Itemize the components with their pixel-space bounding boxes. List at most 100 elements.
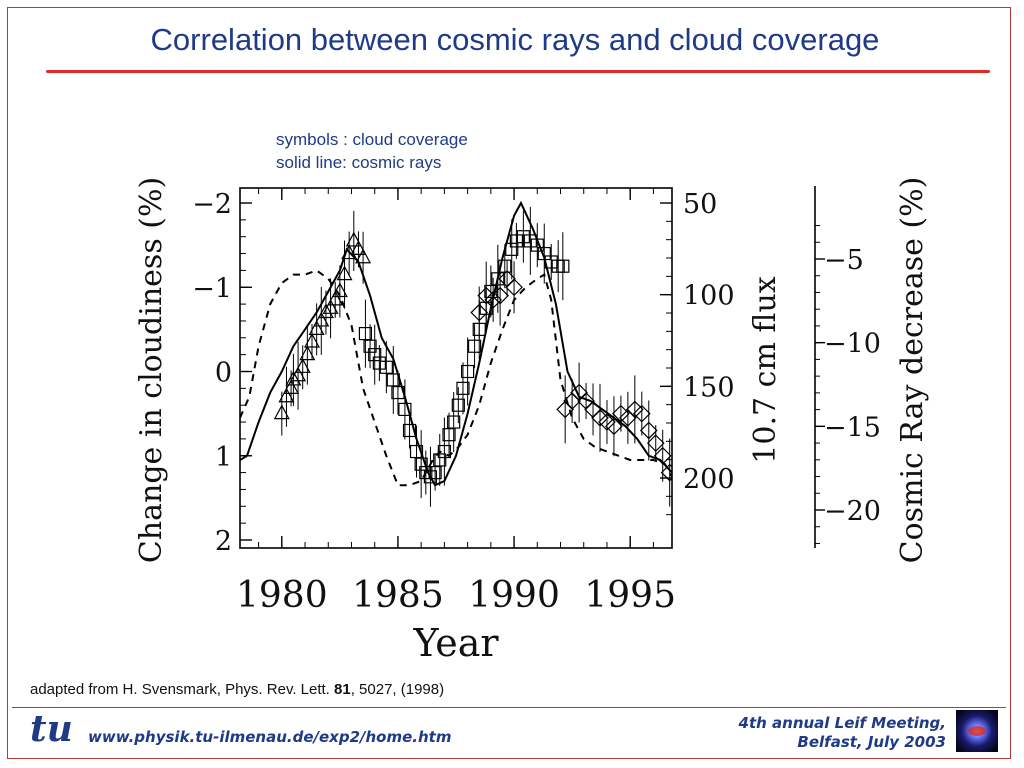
cloud-point-square: [372, 356, 386, 370]
cloud-point-triangle: [322, 299, 339, 314]
left-tick-label: 1: [215, 442, 232, 473]
cr-axis-label: Cosmic Ray decrease (%): [895, 177, 930, 564]
cloud-point-square: [498, 259, 512, 273]
x-tick-label: 1990: [468, 575, 560, 616]
left-tick-label: −2: [192, 189, 232, 220]
cloud-point-square: [516, 230, 530, 244]
cloud-point-diamond: [470, 303, 489, 322]
left-tick-label: −1: [192, 273, 232, 304]
cloud-point-square: [491, 272, 505, 286]
title-underline: [46, 70, 990, 73]
logo-text: tu: [30, 709, 73, 749]
cloud-point-square: [461, 364, 475, 379]
cloud-point-square: [509, 234, 523, 248]
cloud-point-square: [398, 402, 412, 417]
slide-frame: [7, 7, 1011, 759]
cloud-point-diamond: [646, 434, 665, 452]
cloud-point-triangle: [308, 320, 325, 335]
cr-tick-label: −5: [824, 245, 864, 276]
cloud-point-diamond: [632, 404, 651, 423]
legend-symbols: symbols : cloud coverage: [276, 130, 468, 149]
cloud-point-square: [433, 453, 447, 467]
cloud-point-square: [409, 444, 424, 459]
cloud-point-square: [419, 466, 433, 480]
x-tick-label: 1995: [584, 575, 676, 616]
cloud-point-square: [414, 457, 428, 471]
cloud-point-square: [428, 466, 442, 480]
cr-tick-label: −15: [824, 412, 881, 443]
flux-tick-label: 200: [683, 464, 735, 495]
x-tick-label: 1985: [352, 575, 444, 616]
data-marks: [240, 200, 672, 507]
left-tick-label: 0: [215, 358, 232, 389]
cloud-point-diamond: [505, 278, 523, 297]
cr-tick-label: −20: [824, 496, 881, 527]
x-axis-label: Year: [412, 621, 499, 665]
citation-text: adapted from H. Svensmark, Phys. Rev. Le…: [30, 681, 335, 698]
cloud-cosmic-chart: 2 1 0 −1 −2 1980 1985 1990 1995 Year Change in clo…: [134, 177, 930, 665]
cloud-point-triangle: [336, 265, 353, 281]
cloud-point-diamond: [639, 421, 658, 440]
cloud-point-square: [537, 246, 551, 261]
cloud-point-square: [530, 238, 544, 252]
citation-volume: 81: [334, 681, 351, 698]
cloud-point-triangle: [350, 240, 367, 255]
cloud-point-triangle: [313, 311, 330, 327]
left-tick-label: 2: [215, 526, 232, 557]
cloud-point-triangle: [355, 248, 372, 264]
cloud-point-diamond: [484, 291, 503, 309]
cr-tick-label: −10: [824, 329, 881, 360]
x-tick-label: 1980: [236, 575, 328, 616]
cloud-point-square: [386, 373, 400, 387]
flux-tick-label: 50: [683, 189, 717, 220]
cloud-point-triangle: [345, 231, 362, 247]
cloud-point-square: [456, 381, 470, 395]
flux-axis-label: 10.7 cm flux: [748, 276, 783, 463]
legend-solid-line: solid line: cosmic rays: [276, 153, 442, 172]
cloud-point-square: [358, 326, 373, 341]
cloud-point-triangle: [278, 387, 295, 403]
cloud-point-square: [442, 428, 456, 442]
cloud-point-triangle: [290, 366, 307, 382]
flux-dashed-line: [240, 269, 672, 487]
cloud-point-triangle: [285, 370, 302, 386]
cloud-point-diamond: [605, 417, 623, 436]
cloud-point-square: [451, 398, 465, 412]
citation-pages: , 5027, (1998): [350, 681, 445, 698]
cloud-point-triangle: [327, 290, 344, 306]
cloud-point-square: [402, 423, 417, 438]
footer-meeting: 4th annual Leif Meeting, Belfast, July 2…: [739, 714, 946, 752]
cloud-point-square: [437, 444, 451, 459]
chart-legend: symbols : cloud coverage solid line: cos…: [276, 128, 468, 174]
cloud-point-square: [423, 470, 438, 484]
citation: adapted from H. Svensmark, Phys. Rev. Le…: [30, 681, 444, 698]
cloud-point-square: [391, 385, 405, 400]
slide-title: Correlation between cosmic rays and clou…: [150, 22, 880, 57]
footer-meeting-place: Belfast, July 2003: [797, 733, 946, 751]
cloud-point-square: [447, 415, 461, 429]
plot-area: [239, 187, 673, 549]
footer-meeting-name: 4th annual Leif Meeting,: [738, 714, 946, 732]
cloud-point-square: [523, 234, 537, 248]
cloud-point-triangle: [331, 282, 348, 298]
cloud-point-square: [363, 339, 377, 353]
flux-tick-label: 100: [683, 281, 735, 312]
cloud-point-diamond: [660, 463, 672, 482]
flux-tick-label: 150: [683, 372, 735, 403]
cloud-point-triangle: [299, 345, 316, 361]
cloud-point-square: [368, 348, 382, 362]
cloud-point-triangle: [273, 404, 290, 420]
footer-divider: [12, 707, 1006, 708]
meeting-logo-icon: [956, 710, 998, 752]
left-axis-label: Change in cloudiness (%): [134, 177, 169, 563]
footer-url[interactable]: www.physik.tu-ilmenau.de/exp2/home.htm: [88, 728, 452, 746]
cloud-point-triangle: [283, 379, 300, 394]
university-logo: tu: [30, 709, 73, 749]
cloud-point-square: [505, 242, 519, 256]
cloud-point-triangle: [317, 303, 334, 319]
cloud-point-square: [467, 339, 482, 353]
cloud-point-triangle: [294, 358, 311, 373]
cloud-point-diamond: [491, 286, 509, 305]
cloud-point-triangle: [303, 332, 321, 348]
cloud-point-square: [556, 259, 570, 273]
